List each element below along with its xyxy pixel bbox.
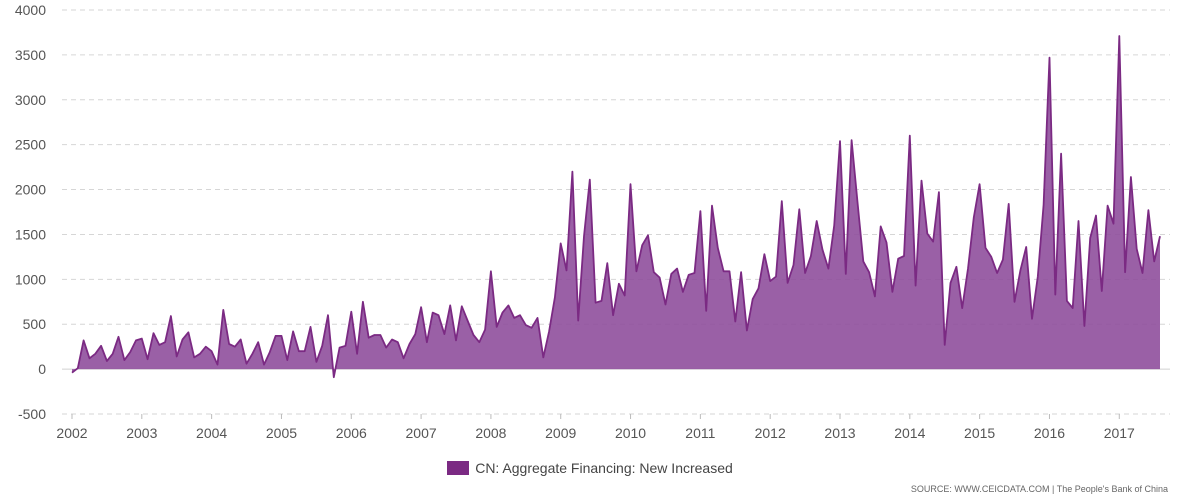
y-tick-label: 1500 [15,226,46,242]
y-tick-label: 2500 [15,137,46,153]
x-tick-label: 2002 [56,425,87,441]
chart-area [71,35,1161,379]
series-area [72,36,1160,378]
legend-label: CN: Aggregate Financing: New Increased [475,460,733,476]
x-tick-label: 2003 [126,425,157,441]
x-tick-label: 2007 [406,425,437,441]
x-tick-label: 2013 [824,425,855,441]
y-tick-label: 500 [23,316,47,332]
x-tick-label: 2006 [336,425,367,441]
x-tick-label: 2012 [755,425,786,441]
legend-swatch [447,461,470,475]
series-line [71,35,1161,379]
x-tick-label: 2004 [196,425,227,441]
x-tick-label: 2014 [894,425,925,441]
y-tick-label: -500 [18,406,46,422]
x-tick-label: 2008 [475,425,506,441]
x-tick-label: 2011 [685,425,715,441]
y-tick-label: 4000 [15,2,46,18]
y-tick-label: 0 [38,361,46,377]
source-note: SOURCE: WWW.CEICDATA.COM | The People's … [910,484,1168,494]
y-tick-label: 2000 [15,182,46,198]
x-tick-label: 2010 [615,425,646,441]
y-tick-label: 1000 [15,271,46,287]
x-tick-label: 2015 [964,425,995,441]
y-tick-label: 3000 [15,92,46,108]
x-axis-labels: 2002 2003 2004 2005 2006 2007 2008 2009 2010 2011… [56,414,1135,441]
x-tick-label: 2009 [545,425,576,441]
y-tick-label: 3500 [15,47,46,63]
x-tick-label: 2005 [266,425,297,441]
x-tick-label: 2016 [1034,425,1065,441]
legend-item[interactable]: CN: Aggregate Financing: New Increased [447,460,733,476]
y-axis-labels: 4000 3500 3000 2500 2000 1500 1000 500 0 -500 [15,2,46,422]
legend: CN: Aggregate Financing: New Increased [0,460,1180,478]
x-tick-label: 2017 [1104,425,1135,441]
